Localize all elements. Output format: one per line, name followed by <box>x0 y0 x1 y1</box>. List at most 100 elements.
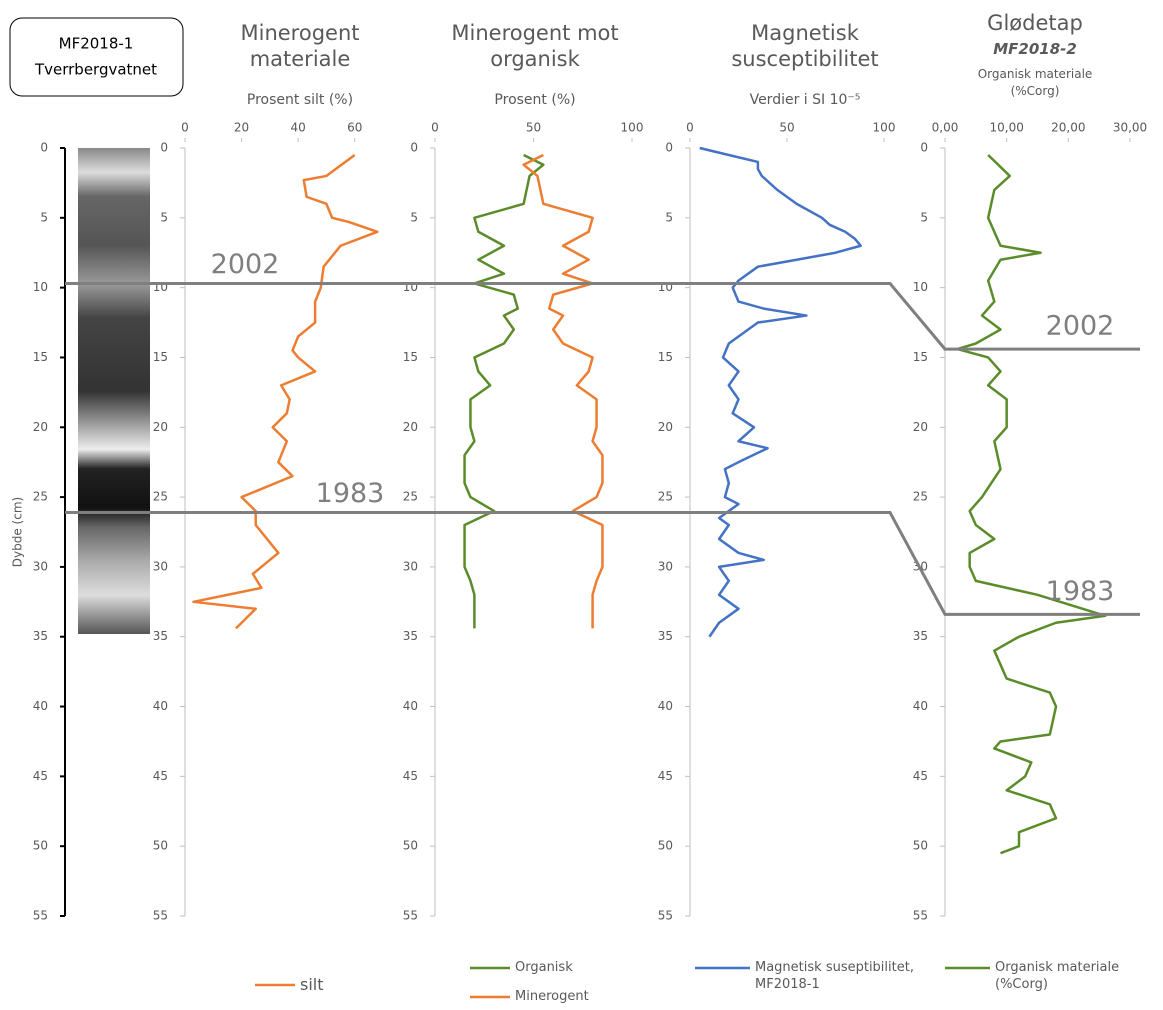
panel-subtitle: Prosent silt (%) <box>246 92 354 108</box>
y-tick-label: 15 <box>913 350 928 364</box>
x-tick-label: 40 <box>291 121 306 135</box>
y-tick-label: 0 <box>160 141 168 155</box>
y-tick-label: 50 <box>658 839 673 853</box>
horizon-label: 1983 <box>1046 576 1115 607</box>
y-tick-label: 0 <box>920 141 928 155</box>
x-tick-label: 20,00 <box>1051 121 1085 135</box>
y-axis-label: Dybde (cm) <box>11 497 25 567</box>
y-tick-label: 5 <box>160 210 168 224</box>
panel-title: Magnetisk susceptibilitet <box>731 21 879 71</box>
y-tick-label: 40 <box>913 699 928 713</box>
x-tick-label: 100 <box>873 121 896 135</box>
y-tick-label: 45 <box>658 769 673 783</box>
horizon-line <box>65 281 1140 351</box>
y-tick-label: 25 <box>658 490 673 504</box>
panel-title: Glødetap <box>987 11 1083 35</box>
y-tick-label: 50 <box>33 839 48 853</box>
y-tick-label: 25 <box>403 490 418 504</box>
series-line <box>192 153 379 630</box>
y-tick-label: 55 <box>913 909 928 923</box>
y-tick-label: 0 <box>410 141 418 155</box>
x-axis-label: Organisk materiale (%Corg) <box>977 67 1093 98</box>
y-tick-label: 5 <box>665 210 673 224</box>
y-tick-label: 15 <box>33 350 48 364</box>
y-tick-label: 5 <box>40 210 48 224</box>
y-tick-label: 25 <box>913 490 928 504</box>
y-tick-label: 40 <box>33 699 48 713</box>
y-tick-label: 50 <box>403 839 418 853</box>
x-tick-label: 10,00 <box>989 121 1023 135</box>
legend-label: Magnetisk suseptibilitet, MF2018-1 <box>755 960 914 992</box>
y-tick-label: 20 <box>403 420 418 434</box>
y-tick-label: 55 <box>403 909 418 923</box>
y-tick-label: 10 <box>33 280 48 294</box>
x-tick-label: 50 <box>779 121 794 135</box>
series-line <box>522 153 604 629</box>
x-tick-label: 100 <box>621 121 644 135</box>
y-tick-label: 55 <box>33 909 48 923</box>
y-tick-label: 15 <box>403 350 418 364</box>
panel-subtitle: Prosent (%) <box>494 92 576 108</box>
horizon-line <box>65 510 1140 616</box>
y-tick-label: 5 <box>920 210 928 224</box>
horizon-label: 1983 <box>316 478 385 509</box>
y-tick-label: 0 <box>665 141 673 155</box>
y-tick-label: 10 <box>913 280 928 294</box>
y-tick-label: 20 <box>153 420 168 434</box>
legend-label: Minerogent <box>515 989 589 1004</box>
x-tick-label: 50 <box>526 121 541 135</box>
y-tick-label: 0 <box>40 141 48 155</box>
y-tick-label: 45 <box>403 769 418 783</box>
x-tick-label: 0,00 <box>932 121 959 135</box>
x-tick-label: 20 <box>234 121 249 135</box>
core-image <box>78 148 150 634</box>
y-tick-label: 30 <box>33 559 48 573</box>
series-line <box>956 154 1107 855</box>
core-subtitle: Tverrbergvatnet <box>34 61 157 79</box>
y-tick-label: 35 <box>913 629 928 643</box>
y-tick-label: 5 <box>410 210 418 224</box>
legend-label: Organisk <box>515 960 573 975</box>
horizon-label: 2002 <box>211 249 280 280</box>
y-tick-label: 35 <box>658 629 673 643</box>
y-tick-label: 40 <box>153 699 168 713</box>
y-tick-label: 30 <box>658 559 673 573</box>
panel-title: Minerogent materiale <box>240 21 360 71</box>
y-tick-label: 15 <box>658 350 673 364</box>
y-tick-label: 45 <box>33 769 48 783</box>
y-tick-label: 45 <box>913 769 928 783</box>
y-tick-label: 30 <box>403 559 418 573</box>
x-tick-label: 0 <box>686 121 694 135</box>
y-tick-label: 50 <box>913 839 928 853</box>
y-tick-label: 35 <box>153 629 168 643</box>
horizon-label: 2002 <box>1046 311 1115 342</box>
y-tick-label: 40 <box>658 699 673 713</box>
panel-subtitle: MF2018-2 <box>993 40 1077 58</box>
y-tick-label: 35 <box>33 629 48 643</box>
x-tick-label: 30,00 <box>1113 121 1147 135</box>
y-tick-label: 35 <box>403 629 418 643</box>
core-title: MF2018-1 <box>59 35 134 53</box>
panel-subtitle: Verdier i SI 10⁻⁵ <box>749 92 861 108</box>
y-tick-label: 15 <box>153 350 168 364</box>
series-line <box>699 146 862 638</box>
y-tick-label: 55 <box>153 909 168 923</box>
x-tick-label: 60 <box>347 121 362 135</box>
panel-title: Minerogent mot organisk <box>451 21 619 71</box>
y-tick-label: 20 <box>33 420 48 434</box>
y-tick-label: 25 <box>153 490 168 504</box>
x-tick-label: 0 <box>431 121 439 135</box>
series-line <box>463 153 545 629</box>
legend-label: Organisk materiale (%Corg) <box>995 960 1120 992</box>
y-tick-label: 45 <box>153 769 168 783</box>
y-tick-label: 30 <box>153 559 168 573</box>
y-tick-label: 25 <box>33 490 48 504</box>
legend-label: silt <box>300 975 324 994</box>
y-tick-label: 50 <box>153 839 168 853</box>
core-label-box <box>9 17 184 97</box>
y-tick-label: 40 <box>403 699 418 713</box>
y-tick-label: 20 <box>913 420 928 434</box>
x-tick-label: 0 <box>181 121 189 135</box>
